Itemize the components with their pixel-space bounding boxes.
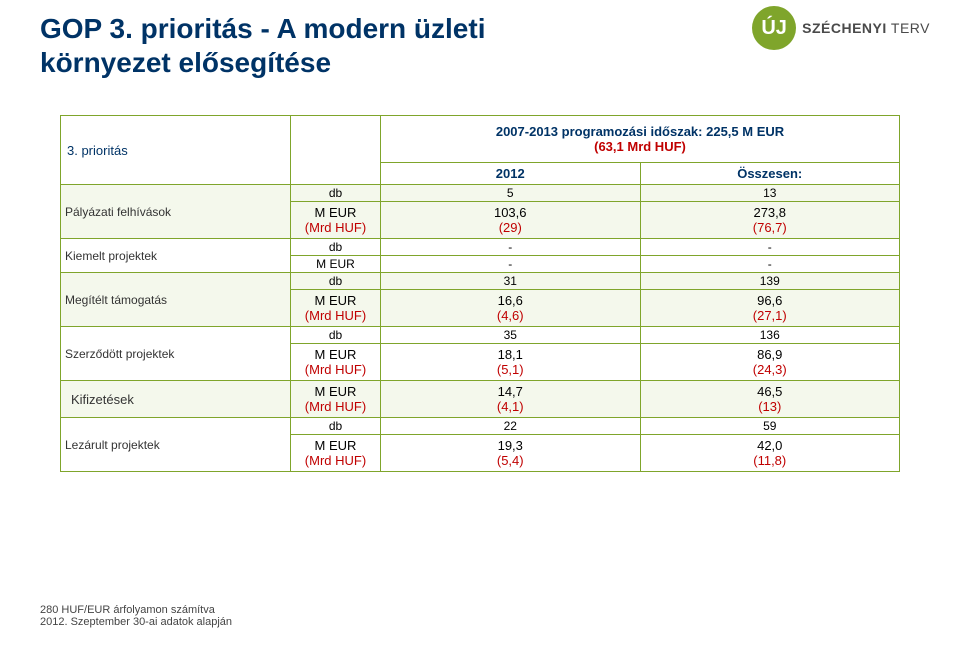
value-cell: 46,5(13)	[640, 381, 900, 418]
unit-cell: M EUR(Mrd HUF)	[291, 202, 381, 239]
value-cell: 31	[381, 273, 641, 290]
footer: 280 HUF/EUR árfolyamon számítva 2012. Sz…	[40, 604, 232, 628]
header-blank	[291, 116, 381, 185]
value-cell: 14,7(4,1)	[381, 381, 641, 418]
value-cell: 13	[640, 185, 900, 202]
logo-badge-text: ÚJ	[761, 17, 787, 40]
value-cell: 136	[640, 327, 900, 344]
unit-cell: M EUR	[291, 256, 381, 273]
value-cell: 5	[381, 185, 641, 202]
value-cell: 19,3(5,4)	[381, 435, 641, 472]
unit-cell: M EUR(Mrd HUF)	[291, 435, 381, 472]
value-cell: 42,0(11,8)	[640, 435, 900, 472]
value-cell: 22	[381, 418, 641, 435]
row-label: Lezárult projektek	[61, 418, 291, 472]
data-table: 3. prioritás 2007-2013 programozási idős…	[60, 115, 900, 472]
value-cell: 35	[381, 327, 641, 344]
value-cell: -	[640, 239, 900, 256]
page-title: GOP 3. prioritás - A modern üzleti körny…	[40, 12, 485, 79]
value-cell: 96,6(27,1)	[640, 290, 900, 327]
unit-cell: db	[291, 327, 381, 344]
unit-cell: db	[291, 273, 381, 290]
value-cell: -	[381, 256, 641, 273]
logo-text-light: TERV	[887, 20, 930, 36]
header-col1: 2012	[381, 163, 641, 185]
footer-line1: 280 HUF/EUR árfolyamon számítva	[40, 604, 215, 616]
unit-cell: db	[291, 418, 381, 435]
title-line2: környezet elősegítése	[40, 47, 331, 78]
logo-text: SZÉCHENYI TERV	[802, 20, 930, 36]
value-cell: 18,1(5,1)	[381, 344, 641, 381]
value-cell: 273,8(76,7)	[640, 202, 900, 239]
row-label: Kifizetések	[61, 381, 291, 418]
row-label: Szerződött projektek	[61, 327, 291, 381]
unit-cell: M EUR(Mrd HUF)	[291, 344, 381, 381]
logo-text-bold: SZÉCHENYI	[802, 20, 887, 36]
logo: ÚJ SZÉCHENYI TERV	[752, 6, 930, 50]
logo-badge-icon: ÚJ	[752, 6, 796, 50]
value-cell: 139	[640, 273, 900, 290]
header-top-red: (63,1 Mrd HUF)	[594, 139, 686, 154]
value-cell: 103,6(29)	[381, 202, 641, 239]
footer-line2: 2012. Szeptember 30-ai adatok alapján	[40, 616, 232, 628]
header-col2: Összesen:	[640, 163, 900, 185]
value-cell: 86,9(24,3)	[640, 344, 900, 381]
unit-cell: M EUR(Mrd HUF)	[291, 381, 381, 418]
value-cell: -	[640, 256, 900, 273]
header-top-text: 2007-2013 programozási időszak: 225,5 M …	[496, 124, 784, 139]
unit-cell: M EUR(Mrd HUF)	[291, 290, 381, 327]
value-cell: 16,6(4,6)	[381, 290, 641, 327]
row-label: Pályázati felhívások	[61, 185, 291, 239]
unit-cell: db	[291, 239, 381, 256]
header-top: 2007-2013 programozási időszak: 225,5 M …	[381, 116, 900, 163]
row-label: Megítélt támogatás	[61, 273, 291, 327]
row-label: Kiemelt projektek	[61, 239, 291, 273]
title-line1: GOP 3. prioritás - A modern üzleti	[40, 13, 485, 44]
unit-cell: db	[291, 185, 381, 202]
value-cell: -	[381, 239, 641, 256]
value-cell: 59	[640, 418, 900, 435]
header-rowlabel: 3. prioritás	[61, 116, 291, 185]
